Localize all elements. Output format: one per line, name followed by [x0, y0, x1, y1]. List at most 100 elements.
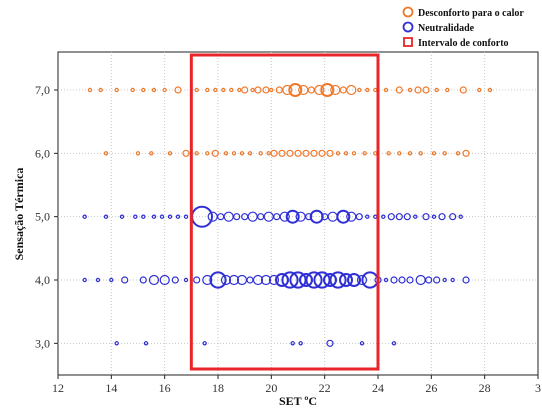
- data-point-0-45: [167, 151, 173, 156]
- data-point-1-49: [171, 276, 179, 284]
- data-point-0-15: [250, 87, 255, 93]
- data-point-1-88: [298, 341, 303, 346]
- data-point-0-76: [462, 149, 470, 157]
- data-point-0-73: [431, 151, 437, 156]
- data-point-1-0: [82, 214, 87, 219]
- data-point-1-46: [139, 276, 147, 284]
- data-point-1-7: [167, 214, 173, 219]
- data-point-1-91: [391, 341, 397, 346]
- data-point-1-71: [356, 274, 368, 286]
- data-point-0-50: [223, 151, 229, 156]
- y-tick-label-3: 6,0: [35, 146, 50, 160]
- data-point-1-42: [82, 277, 87, 283]
- data-point-0-41: [487, 87, 493, 93]
- data-point-1-20: [279, 211, 290, 222]
- data-point-0-48: [205, 151, 210, 156]
- data-point-0-30: [365, 87, 370, 93]
- data-point-0-32: [383, 87, 389, 93]
- data-point-0-13: [237, 87, 242, 93]
- data-point-0-54: [258, 151, 263, 156]
- data-point-0-20: [282, 84, 293, 96]
- data-point-1-53: [209, 271, 227, 289]
- data-point-0-70: [397, 151, 402, 156]
- data-point-1-89: [326, 339, 334, 347]
- data-point-0-59: [294, 149, 302, 157]
- data-point-0-71: [407, 151, 413, 156]
- data-point-1-48: [159, 274, 170, 286]
- data-point-1-1: [103, 214, 109, 219]
- data-point-1-70: [347, 273, 361, 287]
- data-point-1-34: [395, 213, 403, 221]
- data-point-1-3: [133, 214, 138, 219]
- data-point-0-24: [314, 84, 325, 96]
- data-point-0-36: [422, 86, 430, 94]
- data-point-1-82: [450, 277, 455, 283]
- x-tick-label-4: 20: [265, 381, 277, 395]
- data-point-1-30: [365, 214, 370, 219]
- data-point-0-66: [351, 151, 357, 156]
- data-point-0-16: [254, 86, 262, 94]
- x-tick-label-7: 26: [425, 381, 437, 395]
- data-point-1-68: [329, 271, 347, 289]
- data-point-1-76: [398, 276, 406, 284]
- data-point-0-46: [182, 149, 190, 157]
- data-point-1-37: [422, 213, 430, 221]
- data-point-1-52: [202, 274, 213, 286]
- y-tick-label-2: 5,0: [35, 210, 50, 224]
- data-point-1-69: [339, 273, 353, 287]
- data-point-1-9: [183, 214, 189, 219]
- x-tick-label-9: 3: [535, 381, 541, 395]
- data-point-0-8: [194, 87, 199, 93]
- data-point-0-5: [151, 87, 157, 93]
- data-point-0-61: [310, 149, 318, 157]
- data-point-1-80: [433, 276, 441, 284]
- data-point-1-79: [425, 276, 433, 284]
- data-point-1-67: [323, 273, 337, 287]
- data-point-1-27: [336, 209, 351, 224]
- data-point-0-39: [459, 86, 467, 94]
- legend-neutral-label: Neutralidade: [418, 23, 475, 34]
- data-point-1-59: [260, 274, 272, 286]
- data-point-0-28: [346, 84, 357, 96]
- data-point-0-35: [414, 86, 422, 94]
- data-point-1-90: [359, 341, 365, 346]
- data-point-1-47: [148, 274, 160, 286]
- data-point-0-2: [114, 87, 119, 93]
- data-point-1-84: [114, 341, 119, 346]
- data-point-0-40: [477, 87, 482, 93]
- legend-neutral-marker: [402, 21, 414, 33]
- legend-item-heat-discomfort: Desconforto para o calor: [402, 6, 524, 19]
- data-point-0-12: [229, 87, 234, 93]
- x-tick-label-2: 16: [159, 381, 171, 395]
- data-point-0-51: [231, 151, 237, 156]
- data-point-1-35: [403, 213, 411, 221]
- data-point-1-40: [449, 213, 457, 221]
- x-tick-label-5: 22: [319, 381, 331, 395]
- data-point-0-38: [445, 87, 450, 93]
- data-point-0-0: [87, 87, 93, 93]
- data-point-1-77: [406, 276, 414, 284]
- data-point-0-7: [174, 86, 182, 94]
- data-point-0-60: [302, 149, 310, 157]
- data-point-0-29: [357, 87, 362, 93]
- data-point-0-21: [288, 83, 303, 97]
- data-point-1-85: [143, 341, 149, 346]
- data-point-1-4: [141, 214, 146, 219]
- data-point-1-39: [438, 213, 446, 221]
- y-tick-label-4: 7,0: [35, 83, 50, 97]
- data-point-1-8: [175, 214, 181, 219]
- x-tick-label-3: 18: [212, 381, 224, 395]
- legend-heat-label: Desconforto para o calor: [418, 8, 524, 19]
- legend-comfort-label: Intervalo de conforto: [418, 38, 509, 49]
- data-point-1-81: [442, 277, 447, 283]
- data-point-1-87: [290, 341, 295, 346]
- data-point-0-72: [418, 151, 423, 156]
- data-point-1-36: [413, 214, 418, 219]
- data-point-1-24: [309, 209, 324, 224]
- series-1: [82, 205, 470, 347]
- data-point-1-38: [431, 214, 437, 219]
- data-point-1-62: [281, 271, 299, 289]
- data-point-0-25: [320, 83, 335, 97]
- data-point-0-44: [149, 151, 154, 156]
